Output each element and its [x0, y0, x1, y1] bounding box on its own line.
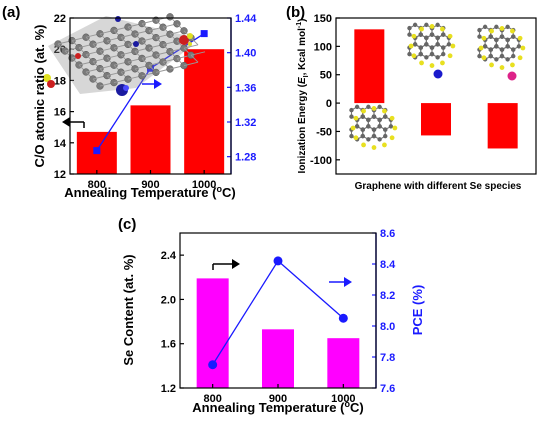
panel-c-x-axis-label: Annealing Temperature (oC) — [192, 399, 363, 415]
panel-label-c: (c) — [118, 216, 136, 233]
panel-c-y2tick-label: 8.2 — [380, 290, 395, 302]
panel-c-line-point-900 — [273, 256, 283, 266]
panel-c-y2-axis-label: PCE (%) — [410, 285, 425, 336]
panel-b-ytick-label: 100 — [314, 41, 332, 53]
panel-c-ytick-label: 2.4 — [161, 250, 177, 262]
pristine-graphene-inset — [349, 104, 398, 150]
panel-b-bar-1 — [354, 29, 385, 104]
panel-a-y2tick-label: 1.32 — [235, 117, 256, 129]
panel-c-chart: 1.2 1.6 2.0 2.4 7.6 7.8 8.0 8.2 8.4 8.6 800 900 1000… — [121, 228, 425, 415]
panel-a-ytick-label: 14 — [54, 138, 67, 150]
graphene-se-species-1-inset — [407, 22, 456, 79]
panel-a-y2tick-label: 1.44 — [235, 13, 257, 25]
panel-c-plot-frame — [179, 232, 377, 389]
graphene-se-species-2-inset — [477, 24, 526, 81]
panel-b-y-axis-label: Ionization Energy (EI, Kcal mol-1) — [296, 19, 310, 174]
panel-c-line-point-800 — [208, 360, 218, 370]
panel-a-bar-900 — [130, 105, 171, 174]
panel-a-bar-1000 — [184, 49, 225, 175]
panel-a-line-point-1000 — [200, 30, 208, 38]
panel-a-y2tick-label: 1.36 — [235, 82, 256, 94]
panel-c-y2tick-label: 7.6 — [380, 383, 395, 395]
panel-c-bar-800 — [196, 278, 229, 388]
panel-c-y2tick-label: 8.4 — [380, 259, 396, 271]
panel-b-bar-2 — [421, 103, 451, 136]
panel-a-y2tick-label: 1.28 — [235, 152, 256, 164]
panel-label-b: (b) — [286, 4, 305, 21]
panel-a-x-axis-label: Annealing Temperature (oC) — [64, 184, 235, 200]
panel-label-a: (a) — [2, 4, 20, 21]
panel-c-xtick-label-1000: 1000 — [331, 393, 355, 405]
panel-c-bar-1000 — [327, 338, 360, 388]
panel-a-xtick-label-900: 900 — [141, 179, 159, 191]
panel-a-xtick-label-800: 800 — [88, 179, 106, 191]
panel-c-ytick-label: 1.6 — [161, 339, 176, 351]
panel-c-xtick-label-900: 900 — [269, 393, 287, 405]
panel-a-y-axis-label: C/O atomic ratio (at. %) — [32, 24, 47, 167]
panel-a-ytick-label: 22 — [54, 13, 66, 25]
panel-c-marks: 1.2 1.6 2.0 2.4 7.6 7.8 8.0 8.2 8.4 8.6 800 900 1000 — [161, 228, 396, 405]
panel-b-ytick-label: 150 — [314, 13, 332, 25]
panel-a-ytick-label: 16 — [54, 107, 66, 119]
panel-c-xtick-label-800: 800 — [203, 393, 221, 405]
panel-a-line-point-800 — [93, 147, 101, 155]
panel-a-xtick-label-1000: 1000 — [192, 179, 216, 191]
panel-b-bar-3 — [487, 103, 518, 149]
arrow-left-axis-a — [62, 117, 85, 128]
panel-c-ytick-label: 2.0 — [161, 294, 176, 306]
panel-a-y2tick-label: 1.40 — [235, 48, 256, 60]
panel-c-y2tick-label: 8.0 — [380, 321, 395, 333]
panel-b-marks: -100 -50 0 50 100 150 — [310, 13, 518, 167]
arrow-left-axis-c — [212, 259, 240, 270]
panel-a-ytick-label: 18 — [54, 75, 66, 87]
panel-b-x-axis-label: Graphene with different Se species — [355, 181, 522, 192]
arrow-right-axis-a — [142, 79, 162, 89]
panel-c-bar-900 — [262, 329, 294, 388]
panel-b-plot-frame — [335, 17, 537, 175]
panel-b-ytick-label: 0 — [326, 98, 332, 110]
panel-b-ytick-label: -50 — [316, 126, 332, 138]
panel-c-y-axis-label: Se Content (at. %) — [121, 254, 136, 365]
panel-a-plot-frame — [69, 17, 232, 175]
panel-c-ytick-label: 1.2 — [161, 383, 176, 395]
graphene-lattice-model-inset — [43, 13, 206, 96]
panel-b-ytick-label: 50 — [320, 70, 332, 82]
arrow-right-axis-c — [329, 277, 352, 287]
panel-c-y2tick-label: 8.6 — [380, 228, 395, 240]
panel-a-ytick-label: 12 — [54, 169, 66, 181]
panel-c-line-point-1000 — [338, 313, 348, 323]
panel-b-chart: -100 -50 0 50 100 150 Graphene with different… — [296, 13, 537, 192]
panel-c-y2tick-label: 7.8 — [380, 352, 395, 364]
panel-b-ytick-label: -100 — [310, 155, 332, 167]
